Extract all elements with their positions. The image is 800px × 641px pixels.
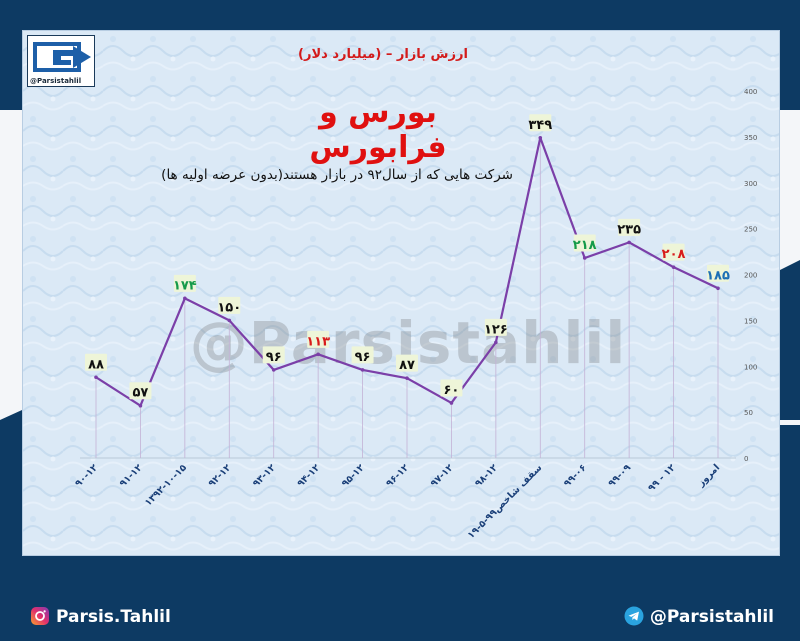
telegram-handle: @Parsistahlil bbox=[649, 607, 774, 627]
data-point bbox=[671, 265, 676, 269]
y-tick-label: 200 bbox=[744, 272, 757, 280]
instagram-handle-group: Parsis.Tahlil bbox=[30, 606, 171, 627]
data-point bbox=[582, 256, 587, 260]
data-label: ۱۷۴ bbox=[173, 278, 197, 293]
y-tick-label: 100 bbox=[744, 363, 757, 371]
x-tick-label: ۹۷-۱۲ bbox=[429, 462, 456, 489]
chart-frame: @Parsistahlil ارزش بازار – (میلیارد دلار… bbox=[22, 30, 780, 556]
x-tick-label: ۹۳-۱۲ bbox=[251, 462, 278, 489]
data-label: ۲۳۵ bbox=[617, 222, 641, 237]
data-label: ۵۷ bbox=[132, 386, 148, 401]
data-point bbox=[183, 296, 187, 301]
data-point bbox=[316, 352, 320, 357]
x-tick-label: ۹۵-۱۲ bbox=[340, 462, 367, 489]
data-label-bg bbox=[484, 318, 507, 336]
data-point bbox=[405, 376, 409, 380]
x-tick-label: ۹۹-۰۹ bbox=[606, 462, 633, 489]
data-label-bg bbox=[173, 274, 196, 292]
x-tick-label: ۹۸-۱۲ bbox=[473, 462, 500, 489]
x-tick-label: امروز bbox=[695, 462, 722, 489]
data-point bbox=[94, 375, 98, 380]
data-point bbox=[360, 368, 365, 372]
data-point bbox=[538, 135, 543, 140]
data-point bbox=[449, 401, 454, 405]
data-label-bg bbox=[129, 382, 152, 400]
frame-texture bbox=[23, 31, 779, 555]
data-label: ۸۸ bbox=[88, 357, 104, 372]
data-point bbox=[138, 403, 143, 408]
data-label-bg bbox=[262, 346, 285, 364]
footer-band bbox=[0, 556, 800, 641]
x-tick-label: ۹۰-۱۲ bbox=[73, 462, 100, 489]
data-label-bg bbox=[662, 243, 685, 261]
data-point bbox=[227, 318, 232, 323]
data-label: ۲۱۸ bbox=[573, 238, 597, 253]
x-tick-label: ۹۶-۱۲ bbox=[384, 462, 411, 489]
instagram-handle: Parsis.Tahlil bbox=[56, 607, 171, 627]
data-label-bg bbox=[440, 379, 463, 397]
data-label: ۹۶ bbox=[355, 350, 371, 365]
y-tick-label: 0 bbox=[744, 455, 748, 463]
telegram-icon bbox=[624, 606, 644, 626]
x-tick-label: ۱۳۹۲-۱۰-۱۵ bbox=[143, 462, 189, 508]
data-label: ۲۰۸ bbox=[662, 247, 686, 262]
data-label-bg bbox=[573, 234, 596, 252]
y-tick-label: 400 bbox=[744, 88, 757, 96]
data-label-bg bbox=[85, 353, 107, 371]
y-tick-label: 150 bbox=[744, 317, 757, 325]
data-point bbox=[271, 368, 276, 372]
x-tick-label: سقف شاخص۹۹-۵-۱۹ bbox=[466, 462, 545, 541]
data-point bbox=[716, 286, 720, 291]
y-tick-label: 350 bbox=[744, 134, 757, 142]
x-tick-label: ۹۴-۱۲ bbox=[295, 462, 322, 489]
logo-mark-icon bbox=[33, 42, 91, 72]
instagram-icon bbox=[31, 607, 49, 625]
data-label-bg bbox=[618, 218, 641, 236]
y-tick-label: 50 bbox=[744, 409, 753, 417]
data-label: ۱۸۵ bbox=[706, 268, 730, 283]
data-label: ۱۲۶ bbox=[484, 322, 508, 337]
y-tick-label: 250 bbox=[744, 226, 757, 234]
data-label: ۳۴۹ bbox=[528, 118, 552, 133]
data-label-bg bbox=[707, 264, 729, 282]
data-label: ۱۱۳ bbox=[306, 334, 330, 349]
data-point bbox=[494, 340, 498, 345]
data-label-bg bbox=[307, 330, 330, 348]
chart-note: شرکت هایی که از سال۹۲ در بازار هستند(بدو… bbox=[161, 167, 513, 183]
data-label-bg bbox=[351, 346, 374, 364]
data-label: ۱۵۰ bbox=[217, 300, 241, 315]
x-tick-label: ۹۲-۱۲ bbox=[206, 462, 233, 489]
data-label-bg bbox=[529, 114, 552, 132]
telegram-handle-group: @Parsistahlil bbox=[624, 606, 774, 627]
data-label-bg bbox=[396, 354, 418, 372]
x-tick-label: ۹۱-۱۲ bbox=[118, 462, 145, 489]
logo-handle: @Parsistahlil bbox=[30, 77, 82, 85]
x-tick-label: ۹۹ - ۱۲ bbox=[646, 462, 678, 494]
logo: @Parsistahlil bbox=[27, 35, 95, 87]
data-label-bg bbox=[218, 296, 241, 314]
y-tick-label: 300 bbox=[744, 180, 757, 188]
market-value-label: ارزش بازار – (میلیارد دلار) bbox=[298, 47, 468, 62]
chart-title: بورس و فرابورس bbox=[309, 95, 447, 165]
data-label: ۸۷ bbox=[399, 358, 415, 373]
data-label: ۶۰ bbox=[443, 383, 459, 398]
data-label: ۹۶ bbox=[266, 350, 282, 365]
data-point bbox=[627, 240, 631, 245]
x-tick-label: ۹۹-۰۶ bbox=[562, 462, 589, 489]
